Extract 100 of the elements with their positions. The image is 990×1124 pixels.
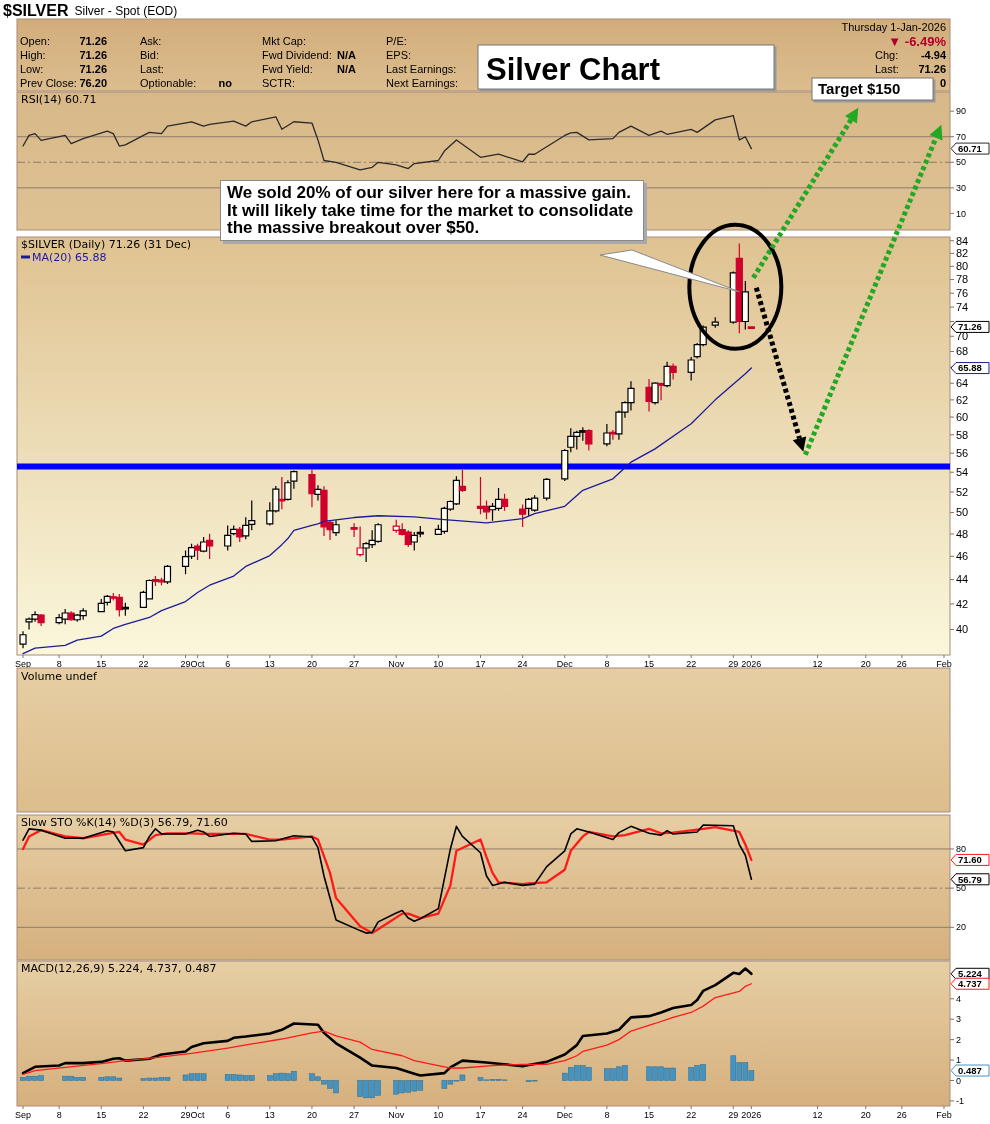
x-tick-label: 10 [433,659,444,669]
text: 60.71 [958,142,983,154]
text: 71.26 [79,35,107,47]
text: Fwd Dividend: [262,49,332,61]
y-tick-label: 90 [956,106,967,117]
y-tick-label: 64 [956,377,969,390]
x-tick-label: 8 [56,659,62,669]
chart-title: $SILVER (Daily) 71.26 (31 Dec) [21,238,192,251]
text: 71.60 [958,854,982,866]
x-tick-label: 13 [264,1110,275,1120]
legend-label: MA(20) 65.88 [32,251,107,264]
x-tick-label: 8 [604,1110,610,1120]
line-series [22,983,753,1075]
text: 71.26 [958,321,982,333]
candlestick [308,469,316,508]
y-tick-label: 2 [956,1034,962,1045]
y-tick-label: 50 [956,506,969,519]
candlestick [609,429,617,441]
text: High: [20,49,46,61]
x-tick-label: 29 [180,659,191,669]
text: 4.737 [958,978,982,990]
candlestick [711,316,719,329]
text: Silver - Spot (EOD) [74,4,178,18]
x-tick-label: 24 [517,659,528,669]
candlestick [19,630,27,649]
text: Last: [140,63,164,75]
y-tick-label: 20 [956,922,967,933]
text: P/E: [386,35,407,47]
x-tick-label: 20 [860,1110,871,1120]
text: Last: [875,63,899,75]
chart-title: MACD(12,26,9) 5.224, 4.737, 0.487 [21,962,217,975]
x-tick-label: Dec [556,1110,574,1120]
x-tick-label: 20 [306,1110,317,1120]
candlestick [741,280,749,331]
x-tick-label: 20 [860,659,871,669]
x-tick-label: 6 [225,659,231,669]
candlestick [121,602,129,617]
text: Last Earnings: [386,63,457,75]
y-tick-label: -1 [956,1096,965,1107]
x-tick-label: 13 [264,659,275,669]
x-tick-label: 15 [644,659,655,669]
y-tick-label: 78 [956,273,969,286]
text: $SILVER [3,2,69,19]
text: Chg: [875,49,899,61]
text: no [218,77,233,89]
text: Mkt Cap: [262,35,307,47]
line-series [22,367,753,655]
x-tick-label: Nov [388,659,405,669]
candlestick [67,610,75,622]
text: Thursday 1-Jan-2026 [841,21,946,33]
x-tick-label: Dec [556,659,574,669]
y-tick-label: 4 [956,993,962,1004]
x-tick-label: 8 [56,1110,62,1120]
candlestick [669,362,677,381]
candlestick [519,503,527,528]
x-tick-label: 22 [138,1110,149,1120]
x-tick-label: 17 [475,659,486,669]
y-tick-label: 68 [956,345,969,358]
x-tick-label: 15 [96,1110,107,1120]
y-tick-label: 56 [956,447,969,460]
y-tick-label: 3 [956,1014,962,1025]
candlestick [663,361,671,388]
candlestick [193,543,202,561]
text: 56.79 [958,873,982,885]
candlestick [206,533,214,560]
text: Low: [20,63,44,75]
y-tick-label: 80 [956,260,969,273]
x-tick-label: Oct [190,1110,206,1120]
y-tick-label: 50 [956,157,967,168]
chart-title: Slow STO %K(14) %D(3) 56.79, 71.60 [21,816,228,829]
candlestick [314,484,322,502]
text: Open: [20,35,50,47]
x-tick-label: 2026 [741,659,762,669]
x-tick-label: 29 [728,659,739,669]
x-tick-label: 15 [644,1110,655,1120]
x-tick-label: 24 [517,1110,528,1120]
candlestick [735,242,743,334]
x-tick-label: 27 [349,1110,360,1120]
x-tick-label: Nov [388,1110,405,1120]
text: Ask: [140,35,162,47]
x-tick-label: 29 [728,1110,739,1120]
candlestick [200,536,208,553]
text: Volume undef [21,670,99,683]
y-tick-label: 46 [956,550,969,563]
text: 5.224 [958,968,983,980]
x-tick-label: 6 [225,1110,231,1120]
y-tick-label: 58 [956,428,969,441]
y-tick-label: 0 [956,1075,962,1086]
candlestick [561,448,569,482]
x-tick-label: 22 [686,659,697,669]
x-tick-label: Feb [936,659,952,669]
x-tick-label: Oct [190,659,206,669]
candlestick [224,524,232,551]
text: ▼ -6.49% [888,34,947,49]
y-tick-label: 48 [956,527,969,540]
x-tick-label: 2026 [741,1110,762,1120]
text: 71.26 [918,63,946,75]
y-tick-label: 60 [956,410,969,423]
candlestick [278,476,286,510]
x-tick-label: 27 [349,659,360,669]
